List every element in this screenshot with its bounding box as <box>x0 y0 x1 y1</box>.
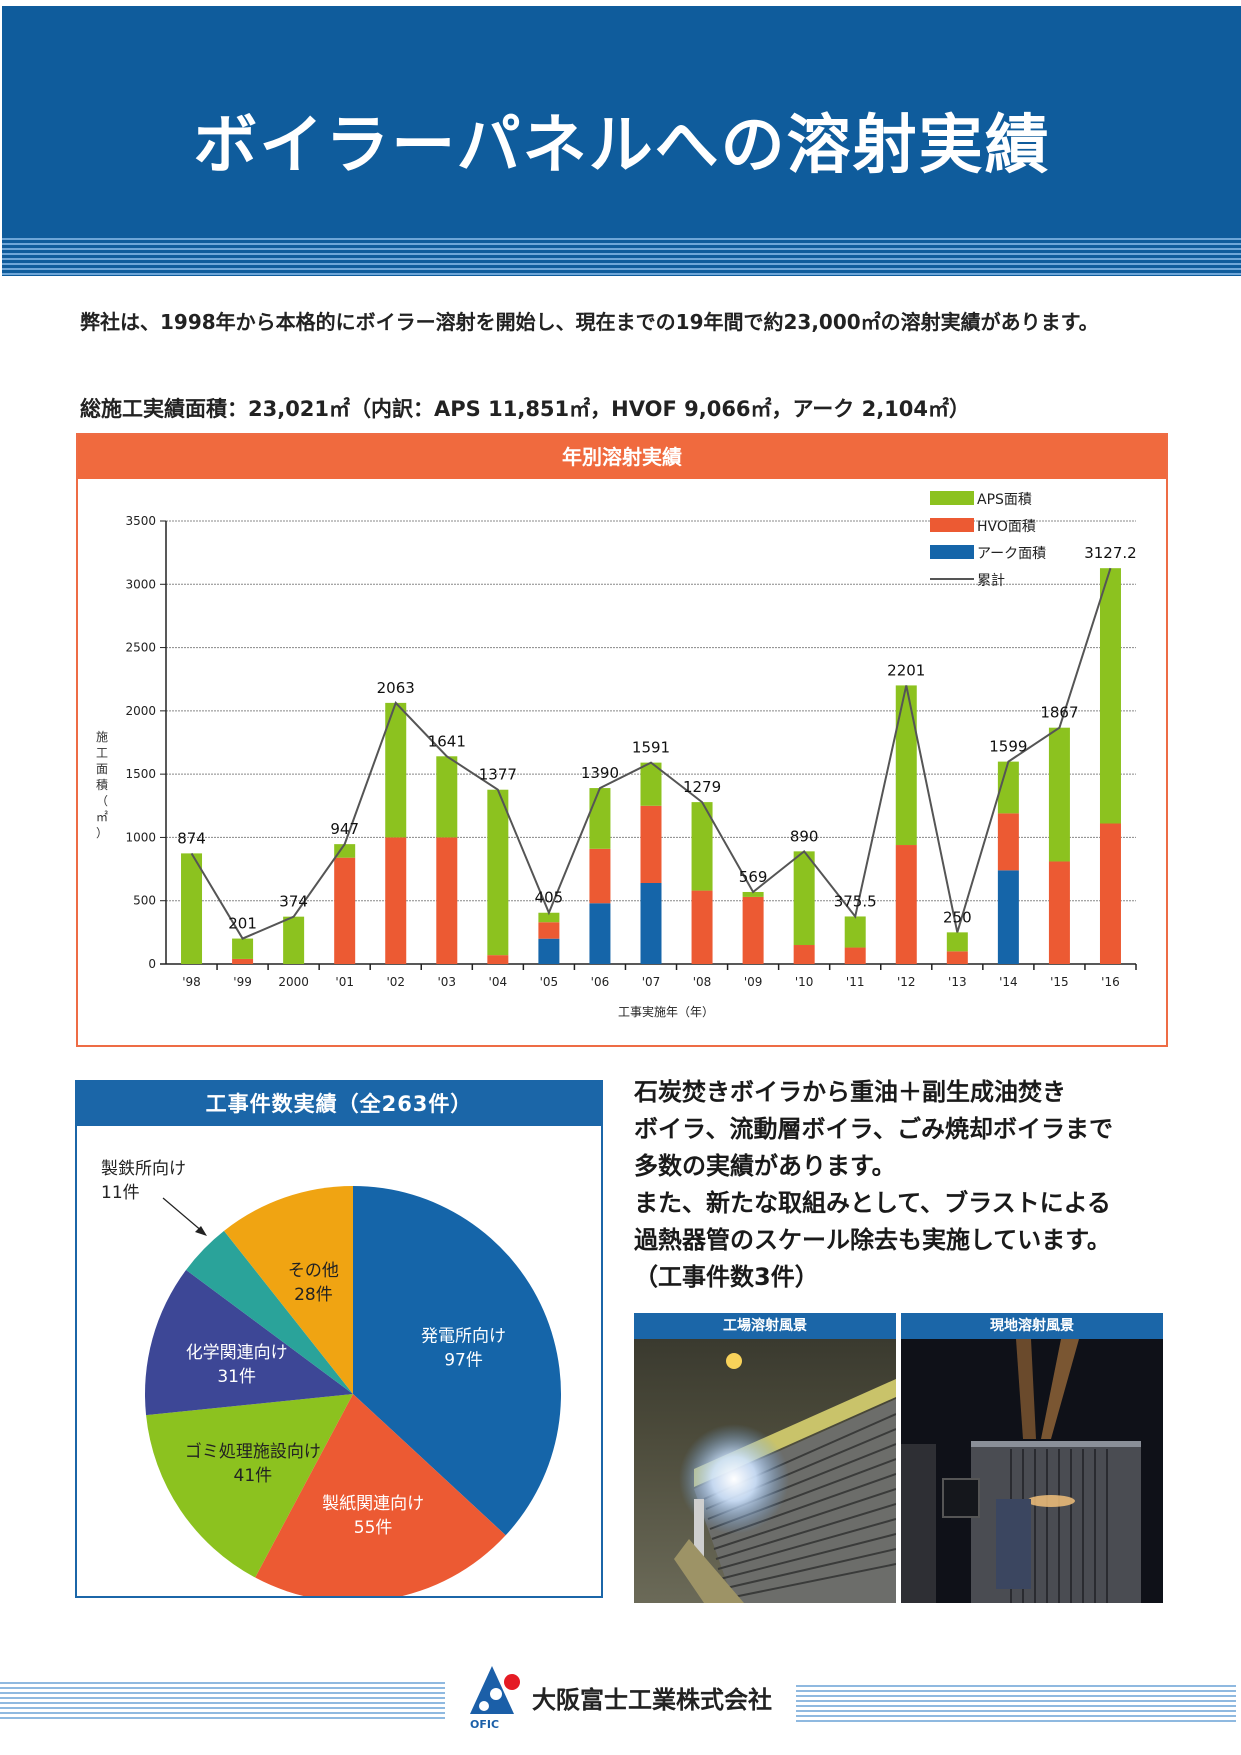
pie-chart-title: 工事件数実績（全263件） <box>77 1082 601 1126</box>
svg-text:APS面積: APS面積 <box>977 492 1032 508</box>
factory-spray-photo: 工場溶射風景 <box>634 1313 896 1603</box>
svg-text:製紙関連向け: 製紙関連向け <box>322 1494 424 1514</box>
svg-text:1867: 1867 <box>1040 704 1078 722</box>
yearly-bar-chart-panel: 年別溶射実績 0 500 1000 1500 2000 2500 3000 3500 施工面積 （… <box>76 433 1168 1047</box>
svg-text:'07: '07 <box>642 975 661 989</box>
svg-text:874: 874 <box>177 829 206 847</box>
page-title: ボイラーパネルへの溶射実績 <box>193 109 1051 183</box>
svg-text:発電所向け: 発電所向け <box>421 1327 506 1347</box>
footer: OFIC 大阪富士工業株式会社 <box>0 1660 1241 1740</box>
footer-stripes-left <box>0 1682 445 1722</box>
company-name: 大阪富士工業株式会社 <box>532 1686 772 1714</box>
svg-text:'10: '10 <box>795 975 814 989</box>
svg-text:1377: 1377 <box>479 766 517 784</box>
svg-text:工事実施年（年）: 工事実施年（年） <box>618 1004 714 1019</box>
svg-text:'15: '15 <box>1050 975 1069 989</box>
svg-text:'04: '04 <box>489 975 508 989</box>
svg-text:OFIC: OFIC <box>470 1718 499 1730</box>
svg-text:1390: 1390 <box>581 764 619 782</box>
svg-text:'11: '11 <box>846 975 865 989</box>
svg-text:積: 積 <box>96 777 108 792</box>
svg-text:31件: 31件 <box>217 1367 256 1387</box>
footer-stripes-right <box>796 1685 1236 1725</box>
svg-text:405: 405 <box>535 889 564 907</box>
svg-text:1279: 1279 <box>683 778 721 796</box>
svg-text:1599: 1599 <box>989 738 1027 756</box>
svg-text:97件: 97件 <box>444 1351 483 1371</box>
photo-caption: 現地溶射風景 <box>901 1313 1163 1339</box>
svg-text:55件: 55件 <box>354 1518 393 1538</box>
svg-text:'06: '06 <box>591 975 610 989</box>
header-banner: ボイラーパネルへの溶射実績 <box>2 6 1241 276</box>
svg-text:）: ） <box>96 826 108 840</box>
svg-text:'01: '01 <box>335 975 354 989</box>
svg-text:2063: 2063 <box>377 679 415 697</box>
description-text: 石炭焚きボイラから重油＋副生成油焚き ボイラ、流動層ボイラ、ごみ焼却ボイラまで … <box>634 1078 1114 1291</box>
svg-text:947: 947 <box>330 820 359 838</box>
svg-text:2201: 2201 <box>887 661 925 679</box>
case-count-pie-panel: 工事件数実績（全263件） 発電所向け 97件製紙関連向け 55件 ゴミ処理施設向け 4… <box>75 1080 603 1602</box>
svg-text:1591: 1591 <box>632 739 670 757</box>
svg-text:化学関連向け: 化学関連向け <box>186 1343 288 1363</box>
svg-text:'09: '09 <box>744 975 763 989</box>
svg-text:製鉄所向け: 製鉄所向け <box>101 1159 186 1179</box>
factory-photo-image <box>634 1339 896 1603</box>
svg-text:2000: 2000 <box>125 704 156 718</box>
svg-text:'02: '02 <box>386 975 405 989</box>
svg-text:3500: 3500 <box>125 514 156 528</box>
svg-text:1500: 1500 <box>125 767 156 781</box>
header-stripes <box>2 238 1241 278</box>
svg-text:（: （ <box>96 794 108 808</box>
svg-text:2500: 2500 <box>125 641 156 655</box>
svg-text:2000: 2000 <box>278 975 309 989</box>
total-area-text: 総施工実績面積：23,021㎡（内訳：APS 11,851㎡，HVOF 9,06… <box>80 397 971 421</box>
onsite-photo-image <box>901 1339 1163 1603</box>
svg-text:0: 0 <box>148 957 156 971</box>
svg-text:'13: '13 <box>948 975 967 989</box>
svg-text:374: 374 <box>279 893 308 911</box>
svg-text:工: 工 <box>96 746 108 760</box>
svg-text:250: 250 <box>943 908 972 926</box>
svg-text:1000: 1000 <box>125 830 156 844</box>
svg-text:HVO面積: HVO面積 <box>977 519 1036 535</box>
svg-text:'14: '14 <box>999 975 1018 989</box>
svg-text:アーク面積: アーク面積 <box>977 546 1046 562</box>
bar-chart-title: 年別溶射実績 <box>78 435 1166 479</box>
photo-caption: 工場溶射風景 <box>634 1313 896 1339</box>
svg-text:'12: '12 <box>897 975 916 989</box>
svg-text:3127.2: 3127.2 <box>1084 544 1137 562</box>
svg-text:'05: '05 <box>540 975 559 989</box>
intro-text: 弊社は、1998年から本格的にボイラー溶射を開始し、現在までの19年間で約23,… <box>80 310 1099 334</box>
svg-text:その他: その他 <box>288 1261 339 1281</box>
svg-text:面: 面 <box>96 762 108 776</box>
svg-text:3000: 3000 <box>125 577 156 591</box>
svg-text:28件: 28件 <box>294 1285 333 1305</box>
svg-text:569: 569 <box>739 868 768 886</box>
company-logo-icon: OFIC <box>470 1666 520 1730</box>
svg-text:500: 500 <box>133 894 156 908</box>
svg-text:㎡: ㎡ <box>96 810 108 824</box>
svg-text:1641: 1641 <box>428 732 466 750</box>
onsite-spray-photo: 現地溶射風景 <box>901 1313 1163 1603</box>
svg-text:'99: '99 <box>233 975 252 989</box>
svg-text:施: 施 <box>96 730 108 744</box>
svg-text:累計: 累計 <box>977 573 1005 589</box>
svg-text:375.5: 375.5 <box>834 892 877 910</box>
svg-text:ゴミ処理施設向け: ゴミ処理施設向け <box>185 1441 321 1462</box>
svg-text:41件: 41件 <box>234 1466 273 1486</box>
svg-text:'03: '03 <box>438 975 457 989</box>
svg-text:'98: '98 <box>182 975 201 989</box>
svg-text:890: 890 <box>790 827 819 845</box>
svg-text:11件: 11件 <box>101 1183 140 1203</box>
svg-text:'08: '08 <box>693 975 712 989</box>
svg-text:'16: '16 <box>1101 975 1120 989</box>
svg-text:201: 201 <box>228 915 257 933</box>
